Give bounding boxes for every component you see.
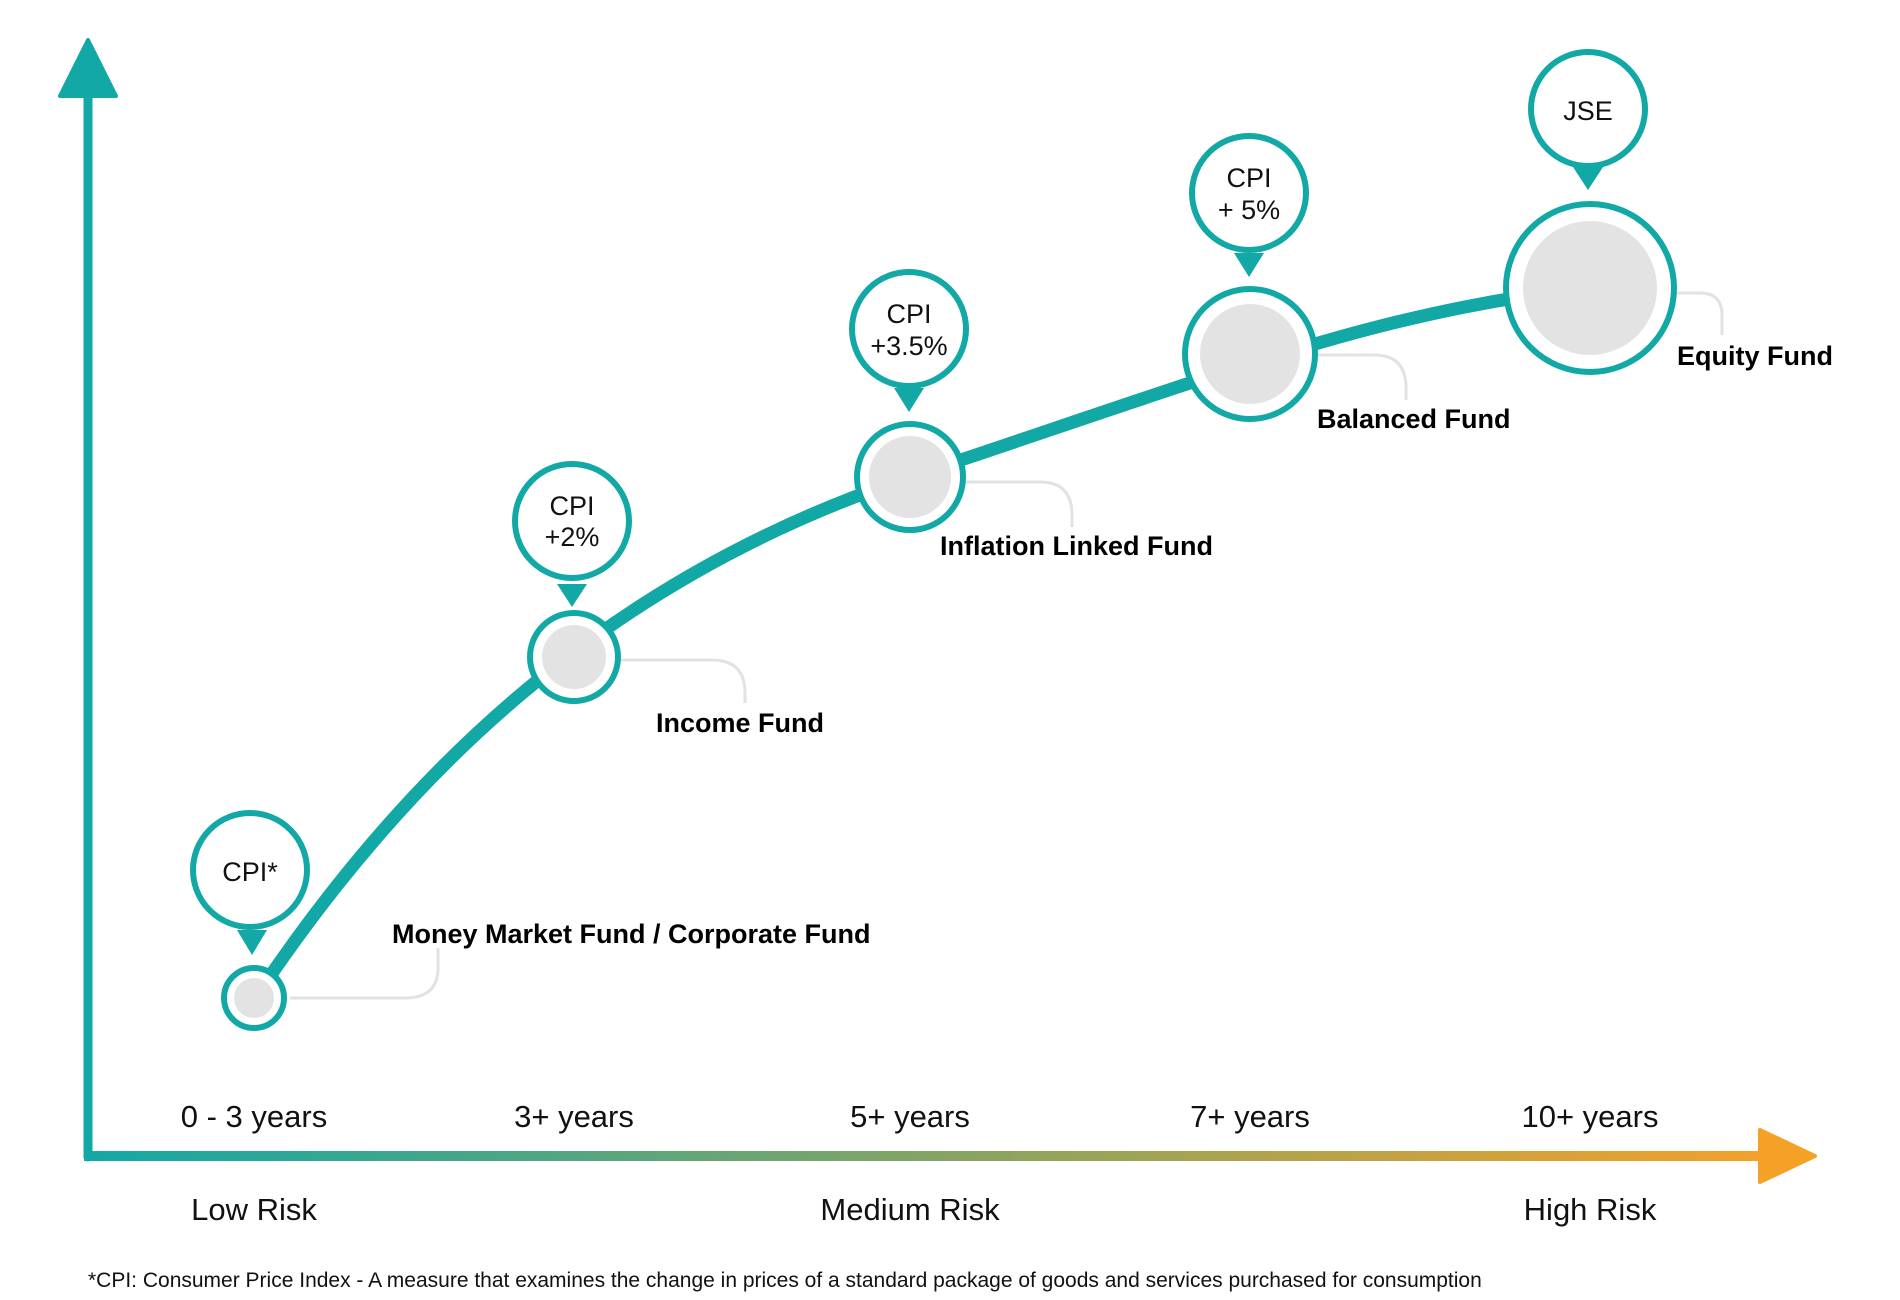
target-line: JSE [1563,96,1613,126]
time-horizon-label: 3+ years [514,1099,634,1134]
fund-node-money-market [221,965,287,1031]
fund-node-income [527,610,621,704]
fund-node-balanced [1182,286,1318,422]
time-horizon-label: 10+ years [1521,1099,1658,1134]
target-line: CPI [1226,163,1271,193]
target-bubble-money-market: CPI* [190,810,310,955]
target-line: CPI [549,491,594,521]
target-bubble-balanced: CPI + 5% [1189,133,1309,277]
target-bubble-inflation-linked: CPI +3.5% [849,269,969,412]
fund-label-inflation-linked: Inflation Linked Fund [940,531,1213,561]
time-horizon-label: 5+ years [850,1099,970,1134]
up-arrow-icon [58,38,118,98]
target-line: +3.5% [870,331,947,361]
leader-lines [290,291,1724,1000]
target-line: CPI [886,299,931,329]
risk-label-low: Low Risk [191,1192,317,1227]
return-curve [247,281,1597,1007]
fund-node-equity [1503,201,1677,375]
fund-label-money-market: Money Market Fund / Corporate Fund [392,919,871,949]
x-axis [84,1128,1817,1184]
fund-label-income: Income Fund [656,708,824,738]
target-line: +2% [545,522,600,552]
target-bubble-equity: JSE [1528,49,1648,190]
target-line: + 5% [1218,195,1280,225]
risk-label-medium: Medium Risk [820,1192,1000,1227]
y-axis [58,38,118,1162]
time-horizon-label: 7+ years [1190,1099,1310,1134]
fund-label-equity: Equity Fund [1677,341,1833,371]
right-arrow-icon [1758,1128,1817,1184]
footnote: *CPI: Consumer Price Index - A measure t… [88,1269,1482,1292]
target-bubble-income: CPI +2% [512,461,632,607]
fund-label-balanced: Balanced Fund [1317,404,1511,434]
fund-node-inflation-linked [854,421,966,533]
target-line: CPI* [222,857,278,887]
risk-label-high: High Risk [1524,1192,1657,1227]
time-horizon-label: 0 - 3 years [181,1099,327,1134]
